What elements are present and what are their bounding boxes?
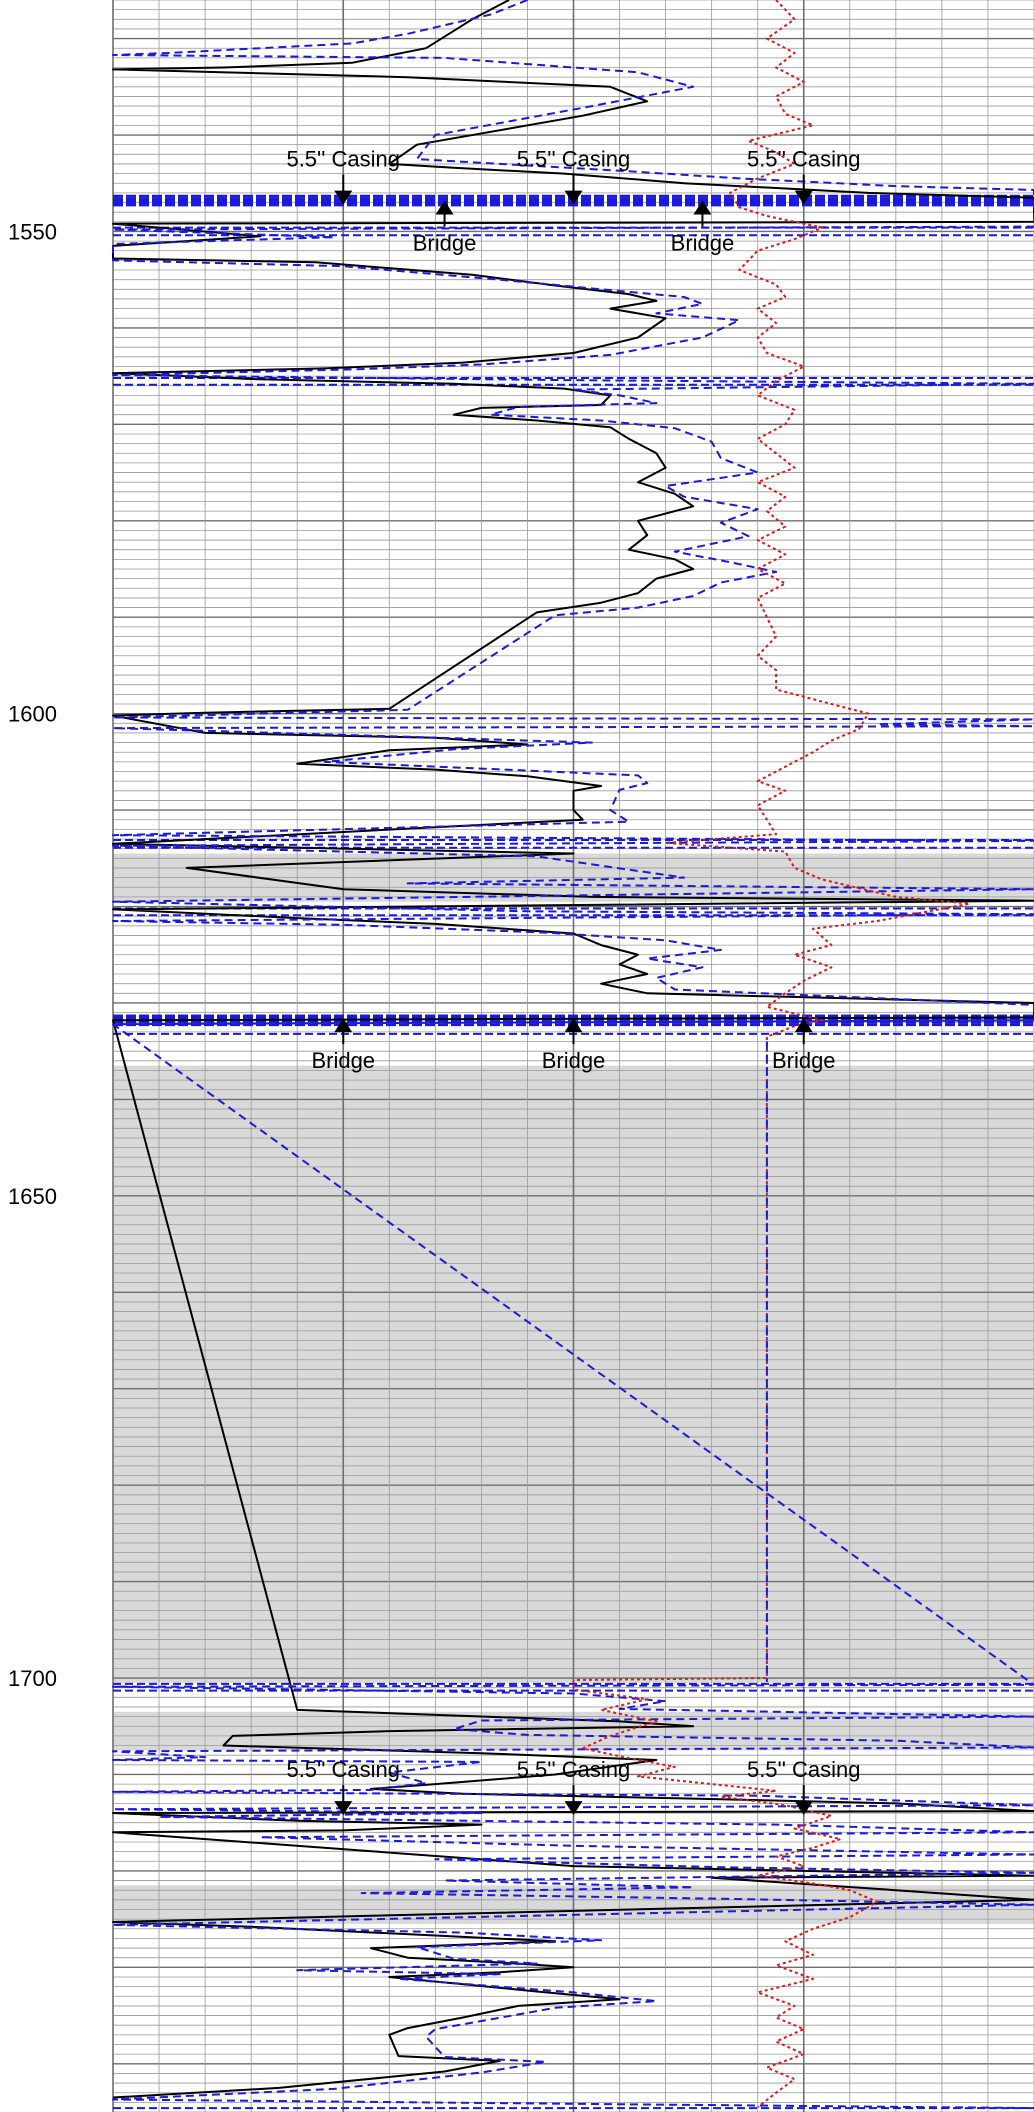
casing-annotation-label: 5.5'' Casing bbox=[286, 147, 400, 172]
bridge-arrow-head bbox=[564, 1018, 583, 1033]
curves bbox=[112, 0, 1034, 2110]
annotations: 5.5'' Casing 5.5'' Casing 5.5'' Casing Brid… bbox=[286, 147, 861, 1816]
bridge-annotation-label: Bridge bbox=[311, 1048, 375, 1073]
casing-arrow-head bbox=[334, 1801, 353, 1816]
bridge-arrow-head bbox=[435, 200, 454, 215]
depth-tick-label: 1600 bbox=[8, 702, 57, 727]
bridge-annotation-label: Bridge bbox=[671, 230, 735, 255]
casing-arrow-head bbox=[564, 190, 583, 205]
casing-arrow-head bbox=[564, 1801, 583, 1816]
bridge-annotation-label: Bridge bbox=[413, 230, 477, 255]
casing-annotation-label: 5.5'' Casing bbox=[286, 1757, 400, 1782]
curve-dotted bbox=[572, 0, 971, 2108]
casing-arrow-head bbox=[794, 190, 813, 205]
bridge-annotation-label: Bridge bbox=[542, 1048, 606, 1073]
bridge-annotation-label: Bridge bbox=[772, 1048, 836, 1073]
curve-dashed bbox=[112, 0, 1034, 2110]
depth-tick-label: 1650 bbox=[8, 1184, 57, 1209]
casing-annotation-label: 5.5'' Casing bbox=[517, 147, 631, 172]
curve-solid bbox=[112, 0, 1034, 2099]
bridge-arrow-head bbox=[794, 1018, 813, 1033]
casing-annotation-label: 5.5'' Casing bbox=[747, 1757, 861, 1782]
bridge-arrow-head bbox=[334, 1018, 353, 1033]
dense-marker-lines bbox=[113, 194, 1034, 2110]
casing-arrow-head bbox=[794, 1801, 813, 1816]
depth-tick-label: 1700 bbox=[8, 1666, 57, 1691]
depth-tick-label: 1550 bbox=[8, 219, 57, 244]
depth-axis: 1550 1600 1650 1700 bbox=[8, 219, 57, 1691]
grid bbox=[112, 0, 1034, 2112]
bridge-arrow-head bbox=[693, 200, 712, 215]
casing-arrow-head bbox=[334, 190, 353, 205]
casing-annotation-label: 5.5'' Casing bbox=[747, 147, 861, 172]
casing-annotation-label: 5.5'' Casing bbox=[517, 1757, 631, 1782]
